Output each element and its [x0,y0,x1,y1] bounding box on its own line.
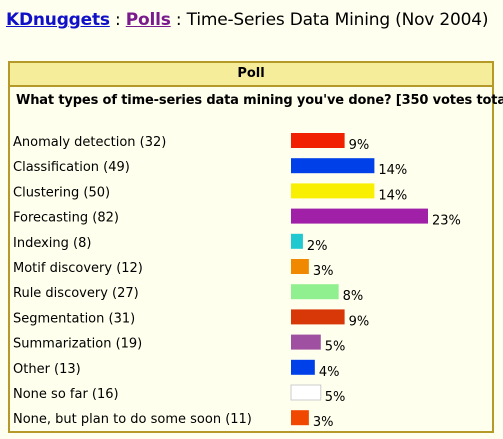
poll-panel: Poll What types of time-series data mini… [8,61,503,433]
page-title: Time-Series Data Mining (Nov 2004) [186,10,489,30]
bar [291,410,309,426]
bar [291,208,428,224]
category-label: Anomaly detection (32) [13,135,166,150]
category-label: Indexing (8) [13,236,91,251]
breadcrumb-separator-2: : [175,10,182,30]
bar [291,334,321,350]
category-label: Segmentation (31) [13,311,135,326]
polls-link[interactable]: Polls [125,10,171,30]
bar [291,284,339,300]
bar-value-label: 5% [325,340,346,355]
category-label: Forecasting (82) [13,211,119,226]
bar [290,384,322,401]
bar [291,233,303,249]
category-label: None, but plan to do some soon (11) [13,412,252,427]
breadcrumb: KDnuggets : Polls : Time-Series Data Min… [6,10,488,30]
breadcrumb-separator: : [115,10,121,30]
bar-value-label: 3% [313,264,334,279]
bar [291,133,345,148]
bar-value-label: 8% [343,289,364,304]
bar-value-label: 9% [349,138,370,153]
poll-panel-header: Poll [10,63,492,87]
bar [291,359,315,375]
bar [291,183,375,199]
category-label: Summarization (19) [13,337,142,352]
poll-question: What types of time-series data mining yo… [16,93,503,108]
bar-value-label: 3% [313,415,334,430]
category-label: None so far (16) [13,387,119,402]
category-label: Rule discovery (27) [13,286,139,301]
bar-value-label: 5% [325,390,346,405]
category-label: Other (13) [13,362,81,377]
bar [291,158,375,174]
bar-value-label: 2% [307,239,328,254]
bar [291,259,309,274]
bar-value-label: 9% [349,314,370,329]
bar-value-label: 14% [378,163,407,178]
category-label: Clustering (50) [13,185,110,200]
bar-value-label: 23% [432,214,461,229]
kdnuggets-home-link[interactable]: KDnuggets [6,10,110,30]
category-label: Classification (49) [13,160,130,175]
bar-value-label: 14% [378,188,407,203]
bar-value-label: 4% [319,365,340,380]
category-label: Motif discovery (12) [13,261,143,276]
bar [291,309,345,325]
